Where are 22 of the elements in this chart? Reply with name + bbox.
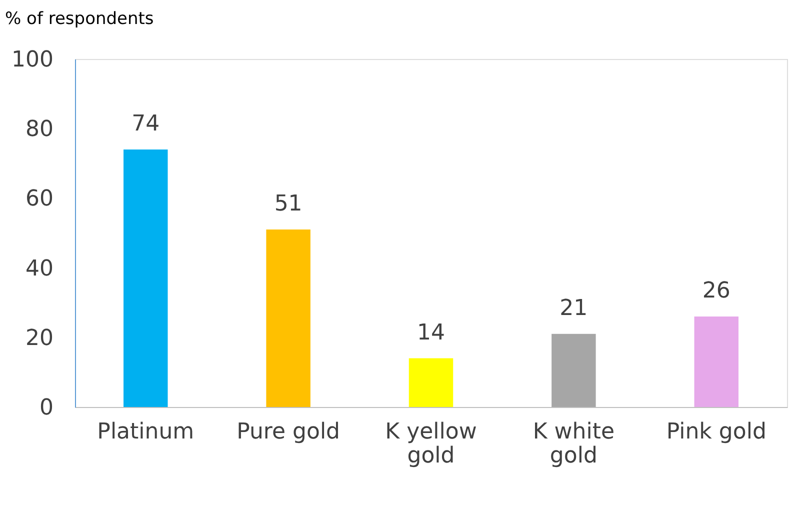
data-label: 21	[560, 296, 588, 321]
data-label: 51	[274, 192, 302, 217]
bar	[408, 358, 454, 407]
data-label: 74	[132, 111, 160, 136]
data-label: 26	[702, 278, 730, 304]
y-tick-label: 40	[26, 256, 54, 282]
bar	[124, 149, 168, 407]
x-tick-label: Pink gold	[666, 420, 766, 444]
y-tick-label: 60	[26, 186, 54, 212]
x-tick-label: K white gold	[532, 420, 615, 468]
bar	[552, 334, 596, 407]
y-tick-label: 0	[40, 396, 54, 420]
bar	[694, 316, 738, 407]
x-tick-label: K yellow gold	[385, 420, 477, 468]
x-tick-label: Pure gold	[236, 420, 340, 444]
data-label: 14	[417, 320, 445, 346]
bar	[266, 230, 310, 407]
y-axis-title: % of respondents	[5, 9, 154, 29]
y-tick-label: 20	[26, 326, 54, 351]
x-tick-label: Platinum	[97, 420, 194, 444]
y-tick-label: 100	[12, 48, 54, 72]
y-tick-label: 80	[26, 117, 54, 142]
